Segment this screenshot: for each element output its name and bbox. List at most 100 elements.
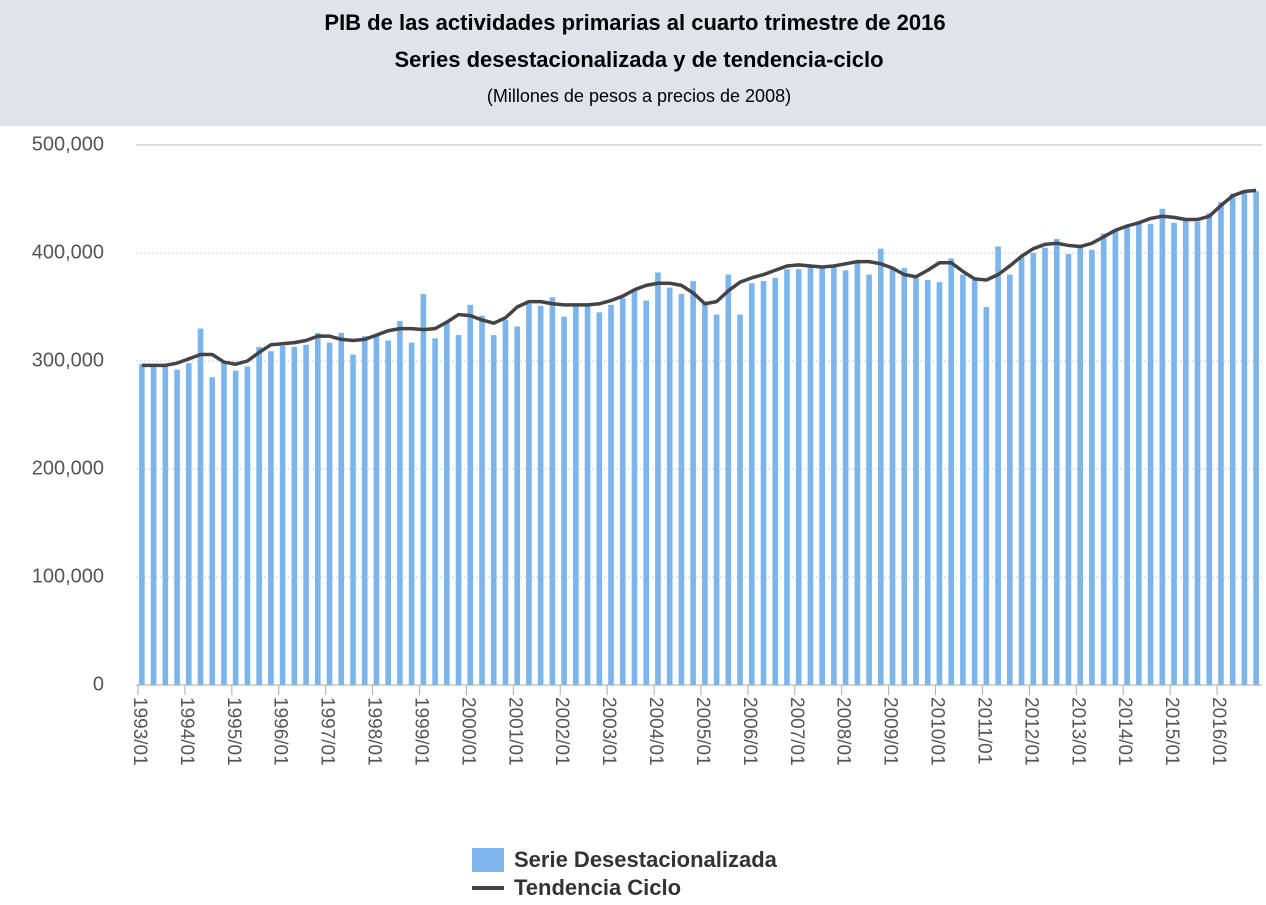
x-tick-label: 1997/01 [317, 697, 338, 766]
bar [256, 346, 262, 685]
x-tick-label: 2013/01 [1067, 697, 1088, 766]
bar [1206, 213, 1213, 686]
bar [784, 269, 790, 685]
x-tick-label: 2014/01 [1114, 697, 1135, 766]
trend-line [141, 188, 1257, 368]
bar [385, 340, 391, 685]
chart-title: PIB de las actividades primarias al cuar… [324, 10, 945, 35]
bar [713, 314, 720, 685]
bar [1007, 274, 1013, 685]
bar [291, 346, 298, 685]
x-tick-label: 2012/01 [1020, 697, 1041, 766]
bar [502, 319, 509, 685]
x-tick-label: 2007/01 [786, 697, 807, 766]
bar [244, 366, 251, 685]
bar [467, 304, 474, 685]
bar [1159, 208, 1166, 685]
x-tick-label: 2009/01 [880, 697, 901, 766]
bar [1218, 202, 1224, 686]
x-tick-label: 2004/01 [645, 697, 666, 766]
bar [1136, 221, 1142, 685]
bar [526, 303, 532, 685]
y-tick-label: 0 [93, 673, 104, 695]
bar [619, 298, 626, 685]
x-tick-label: 2016/01 [1208, 697, 1229, 766]
bar [584, 303, 591, 685]
bar [643, 300, 650, 685]
bar [1241, 190, 1248, 686]
x-tick-label: 2011/01 [973, 697, 994, 764]
bar [162, 364, 169, 685]
bar [279, 345, 286, 685]
bar [936, 282, 943, 685]
x-tick-label: 1996/01 [270, 697, 291, 766]
bar [373, 336, 380, 685]
bar [1065, 254, 1072, 685]
bar [666, 287, 673, 685]
bar [913, 277, 919, 685]
bar [960, 274, 966, 685]
bar [655, 272, 661, 685]
bar [725, 274, 732, 685]
bar [397, 321, 403, 685]
bar [1053, 238, 1060, 685]
bar [995, 246, 1001, 685]
bar [842, 270, 849, 685]
y-tick-label: 300,000 [32, 349, 104, 371]
bar [549, 297, 556, 685]
bar [1253, 191, 1259, 685]
y-tick-label: 100,000 [32, 565, 104, 587]
bar [831, 265, 837, 685]
bar [268, 351, 274, 685]
bar [185, 363, 192, 685]
bar [1018, 257, 1025, 685]
bar [338, 332, 345, 685]
bar [361, 336, 368, 685]
bar [948, 258, 954, 685]
x-tick-label: 2015/01 [1161, 697, 1182, 766]
legend-swatch [472, 848, 504, 872]
bar [608, 304, 614, 685]
bar [596, 312, 603, 685]
bar [1100, 233, 1107, 685]
bar [455, 335, 462, 685]
bar [420, 294, 427, 685]
x-tick-label: 1994/01 [176, 697, 197, 766]
bar [314, 332, 321, 685]
y-tick-label: 400,000 [32, 241, 104, 263]
bar [1194, 221, 1201, 685]
x-tick-label: 1998/01 [364, 697, 385, 766]
bar [139, 364, 145, 685]
bar [901, 268, 908, 685]
bar [1171, 222, 1177, 685]
bar [432, 338, 438, 685]
bar [631, 289, 638, 685]
bar [1124, 226, 1130, 685]
x-tick-label: 1993/01 [129, 697, 150, 766]
bar [737, 314, 743, 685]
y-tick-label: 500,000 [32, 133, 104, 155]
bar [1089, 249, 1095, 685]
x-tick-label: 2001/01 [504, 697, 525, 766]
bar [1229, 193, 1236, 685]
x-tick-label: 1995/01 [223, 697, 244, 766]
bar [819, 267, 825, 685]
bar [1030, 253, 1037, 685]
x-tick-label: 2010/01 [927, 697, 948, 766]
bar [350, 354, 356, 685]
bar [690, 281, 696, 685]
x-tick-label: 2002/01 [551, 697, 572, 766]
bar [174, 369, 180, 685]
x-tick-label: 1999/01 [410, 697, 431, 766]
x-tick-label: 2006/01 [739, 697, 760, 766]
legend-label: Tendencia Ciclo [514, 875, 681, 900]
bar [514, 326, 521, 685]
bar [889, 268, 896, 685]
bar [702, 301, 708, 685]
x-tick-label: 2008/01 [833, 697, 854, 766]
bar [408, 342, 415, 685]
legend-label: Serie Desestacionalizada [514, 847, 778, 872]
bar [924, 280, 931, 685]
bar [971, 280, 978, 685]
x-tick-label: 2003/01 [598, 697, 619, 766]
